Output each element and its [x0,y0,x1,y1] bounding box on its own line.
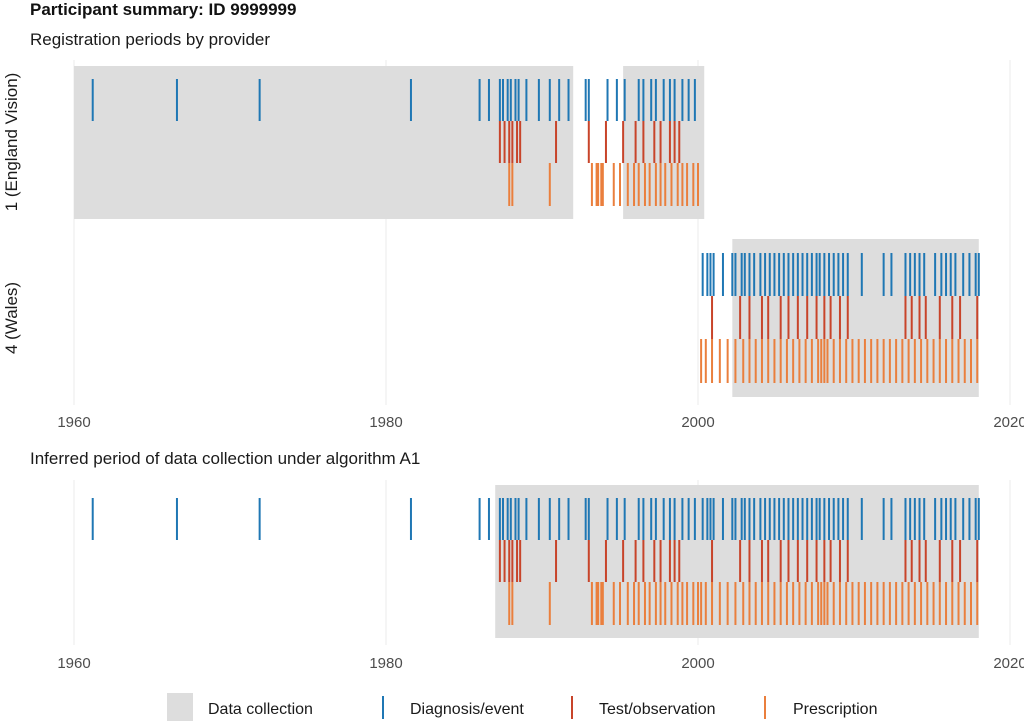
strip-label-wales: 4 (Wales) [2,282,21,354]
chart-title: Participant summary: ID 9999999 [30,0,296,19]
x-tick-label-2020-axis-1: 2020 [993,414,1024,431]
x-tick-label-2000-axis-1: 2000 [681,414,714,431]
legend-key-data-collection [167,693,193,721]
x-tick-label-2000-axis-2: 2000 [681,655,714,672]
panel-2-subtitle: Inferred period of data collection under… [30,449,420,468]
legend-label-data-collection: Data collection [208,701,313,718]
strip-label-england-vision: 1 (England Vision) [2,73,21,212]
x-tick-label-2020-axis-2: 2020 [993,655,1024,672]
data-collection-period-1-1 [74,66,574,219]
data-collection-period-3-1 [495,485,979,638]
x-tick-label-1980-axis-2: 1980 [369,655,402,672]
x-tick-label-1960-axis-2: 1960 [57,655,90,672]
legend-label-test: Test/observation [599,701,716,718]
plot-layer: 1960 1980 2000 2020 1960 1980 2000 2020 [57,60,1024,672]
panel-1-subtitle: Registration periods by provider [30,30,270,49]
legend-label-diagnosis: Diagnosis/event [410,701,524,718]
legend-label-prescription: Prescription [793,701,877,718]
x-tick-label-1980-axis-1: 1980 [369,414,402,431]
x-tick-label-1960-axis-1: 1960 [57,414,90,431]
legend: Data collection Diagnosis/event Test/obs… [167,693,877,721]
data-collection-period-2-1 [732,239,979,397]
